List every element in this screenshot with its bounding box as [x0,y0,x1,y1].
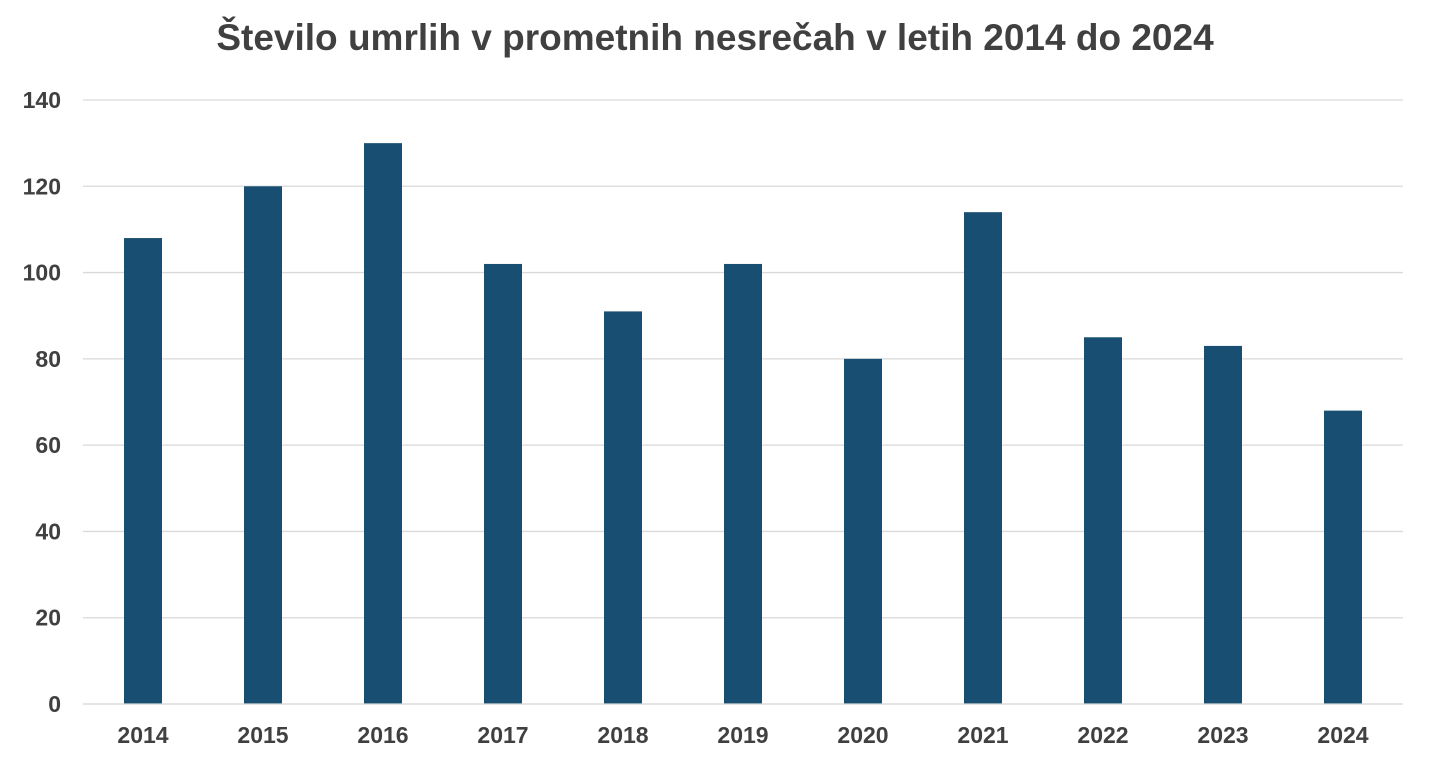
bar-2016 [364,143,402,705]
bar-2024 [1324,410,1362,704]
chart-title: Število umrlih v prometnih nesrečah v le… [216,17,1214,58]
y-tick-label: 60 [35,432,61,458]
bar-2021 [964,212,1002,704]
bar-2020 [844,358,882,704]
x-tick-label: 2022 [1077,722,1128,748]
bar-2018 [604,311,642,704]
x-tick-label: 2017 [477,722,528,748]
y-tick-label: 100 [23,260,61,286]
bar-2019 [724,263,762,704]
bar-2022 [1084,337,1122,704]
x-tick-label: 2023 [1197,722,1248,748]
bar-2015 [244,186,282,705]
x-tick-label: 2020 [837,722,888,748]
bar-2017 [484,263,522,704]
x-tick-label: 2019 [717,722,768,748]
x-tick-label: 2015 [237,722,288,748]
y-tick-label: 140 [23,87,61,113]
y-tick-label: 0 [48,691,61,717]
x-tick-label: 2018 [597,722,648,748]
y-tick-label: 20 [35,605,61,631]
y-tick-label: 120 [23,173,61,199]
y-tick-label: 80 [35,346,61,372]
bar-2014 [124,238,162,705]
x-tick-label: 2024 [1317,722,1368,748]
x-tick-label: 2021 [957,722,1008,748]
bar-2023 [1204,345,1242,704]
x-tick-label: 2014 [117,722,168,748]
y-tick-label: 40 [35,518,61,544]
x-tick-label: 2016 [357,722,408,748]
